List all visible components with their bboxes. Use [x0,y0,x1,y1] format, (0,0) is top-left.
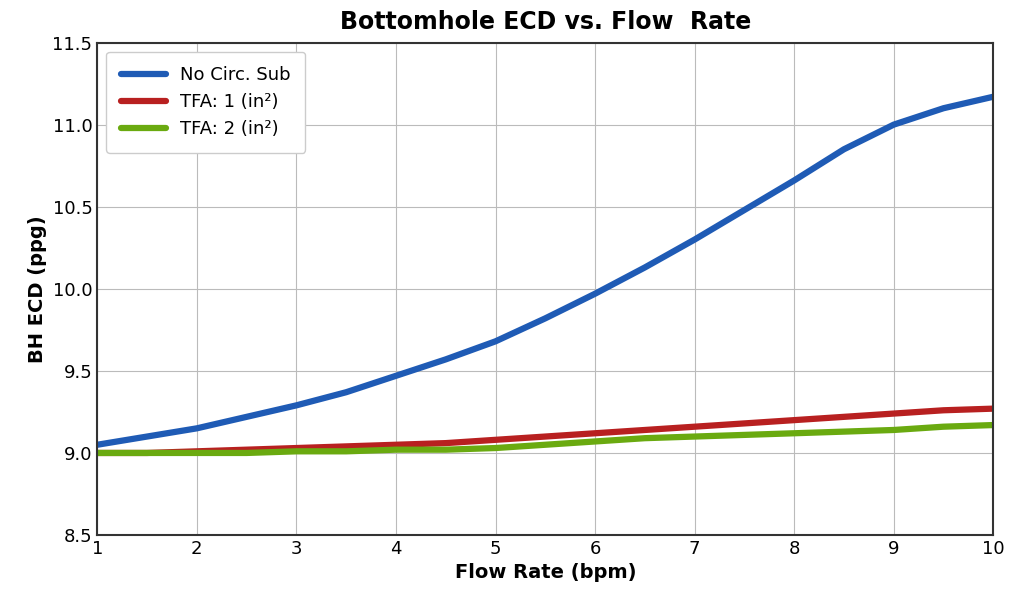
TFA: 2 (in²): (2.5, 9): 2 (in²): (2.5, 9) [241,449,253,457]
TFA: 1 (in²): (9.5, 9.26): 1 (in²): (9.5, 9.26) [937,407,949,414]
TFA: 1 (in²): (4, 9.05): 1 (in²): (4, 9.05) [390,441,402,448]
No Circ. Sub [738,206,751,213]
Line: TFA: 2 (in²): TFA: 2 (in²) [97,425,993,453]
TFA: 1 (in²): (2, 9.01): 1 (in²): (2, 9.01) [190,447,203,455]
TFA: 1 (in²): (1, 9): 1 (in²): (1, 9) [91,449,103,457]
TFA: 2 (in²): (8, 9.12): 2 (in²): (8, 9.12) [788,430,801,437]
TFA: 1 (in²): (7, 9.16): 1 (in²): (7, 9.16) [688,423,700,430]
Legend: No Circ. Sub, TFA: 1 (in²), TFA: 2 (in²): No Circ. Sub, TFA: 1 (in²), TFA: 2 (in²) [106,52,305,153]
Title: Bottomhole ECD vs. Flow  Rate: Bottomhole ECD vs. Flow Rate [340,10,751,33]
TFA: 1 (in²): (10, 9.27): 1 (in²): (10, 9.27) [987,405,999,412]
X-axis label: Flow Rate (bpm): Flow Rate (bpm) [455,564,636,582]
No Circ. Sub [937,105,949,112]
TFA: 2 (in²): (4.5, 9.02): 2 (in²): (4.5, 9.02) [439,446,452,454]
TFA: 2 (in²): (1.5, 9): 2 (in²): (1.5, 9) [141,449,154,457]
Y-axis label: BH ECD (ppg): BH ECD (ppg) [28,215,47,362]
TFA: 2 (in²): (2, 9): 2 (in²): (2, 9) [190,449,203,457]
No Circ. Sub [489,337,502,345]
TFA: 2 (in²): (10, 9.17): 2 (in²): (10, 9.17) [987,421,999,429]
TFA: 1 (in²): (3, 9.03): 1 (in²): (3, 9.03) [290,444,302,452]
TFA: 2 (in²): (3.5, 9.01): 2 (in²): (3.5, 9.01) [340,447,352,455]
Line: TFA: 1 (in²): TFA: 1 (in²) [97,409,993,453]
No Circ. Sub [539,315,551,322]
TFA: 1 (in²): (3.5, 9.04): 1 (in²): (3.5, 9.04) [340,443,352,450]
No Circ. Sub [141,433,154,440]
No Circ. Sub [888,121,900,128]
TFA: 2 (in²): (5, 9.03): 2 (in²): (5, 9.03) [489,444,502,452]
No Circ. Sub [340,389,352,396]
No Circ. Sub [241,413,253,421]
TFA: 2 (in²): (7.5, 9.11): 2 (in²): (7.5, 9.11) [738,431,751,438]
Line: No Circ. Sub: No Circ. Sub [97,97,993,444]
No Circ. Sub [91,441,103,448]
No Circ. Sub [639,264,651,271]
TFA: 2 (in²): (7, 9.1): 2 (in²): (7, 9.1) [688,433,700,440]
TFA: 1 (in²): (6.5, 9.14): 1 (in²): (6.5, 9.14) [639,426,651,434]
TFA: 2 (in²): (6, 9.07): 2 (in²): (6, 9.07) [589,438,601,445]
No Circ. Sub [838,145,850,153]
TFA: 2 (in²): (8.5, 9.13): 2 (in²): (8.5, 9.13) [838,428,850,435]
TFA: 1 (in²): (6, 9.12): 1 (in²): (6, 9.12) [589,430,601,437]
TFA: 1 (in²): (7.5, 9.18): 1 (in²): (7.5, 9.18) [738,420,751,427]
No Circ. Sub [190,424,203,432]
TFA: 1 (in²): (1.5, 9): 1 (in²): (1.5, 9) [141,449,154,457]
TFA: 1 (in²): (5, 9.08): 1 (in²): (5, 9.08) [489,436,502,443]
TFA: 2 (in²): (6.5, 9.09): 2 (in²): (6.5, 9.09) [639,435,651,442]
No Circ. Sub [987,93,999,100]
TFA: 2 (in²): (9.5, 9.16): 2 (in²): (9.5, 9.16) [937,423,949,430]
TFA: 2 (in²): (5.5, 9.05): 2 (in²): (5.5, 9.05) [539,441,551,448]
No Circ. Sub [589,290,601,297]
TFA: 1 (in²): (5.5, 9.1): 1 (in²): (5.5, 9.1) [539,433,551,440]
No Circ. Sub [688,236,700,243]
TFA: 1 (in²): (9, 9.24): 1 (in²): (9, 9.24) [888,410,900,417]
No Circ. Sub [390,372,402,379]
TFA: 1 (in²): (8.5, 9.22): 1 (in²): (8.5, 9.22) [838,413,850,421]
TFA: 2 (in²): (4, 9.02): 2 (in²): (4, 9.02) [390,446,402,454]
No Circ. Sub [290,402,302,409]
TFA: 2 (in²): (1, 9): 2 (in²): (1, 9) [91,449,103,457]
No Circ. Sub [439,356,452,363]
TFA: 1 (in²): (4.5, 9.06): 1 (in²): (4.5, 9.06) [439,440,452,447]
TFA: 2 (in²): (9, 9.14): 2 (in²): (9, 9.14) [888,426,900,434]
TFA: 2 (in²): (3, 9.01): 2 (in²): (3, 9.01) [290,447,302,455]
TFA: 1 (in²): (2.5, 9.02): 1 (in²): (2.5, 9.02) [241,446,253,454]
TFA: 1 (in²): (8, 9.2): 1 (in²): (8, 9.2) [788,416,801,424]
No Circ. Sub [788,177,801,184]
